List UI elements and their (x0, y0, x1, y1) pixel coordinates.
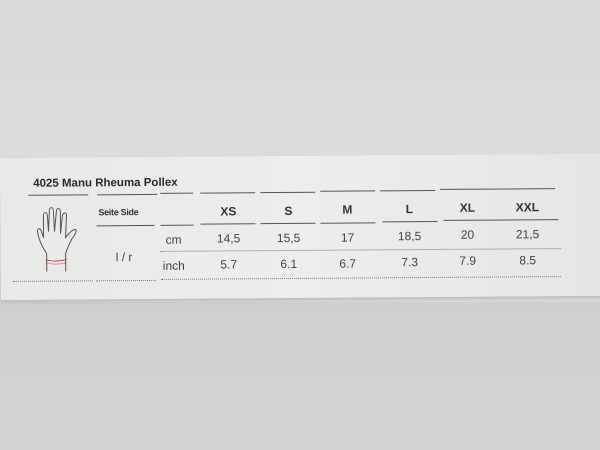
cell: 18,5 (397, 229, 422, 244)
divider (260, 191, 316, 194)
dotted-divider (160, 276, 561, 280)
product-title: 4025 Manu Rheuma Pollex (33, 176, 178, 190)
dotted-divider (12, 280, 93, 282)
divider (200, 223, 256, 225)
size-header: L (405, 202, 414, 217)
size-header: XL (459, 200, 476, 215)
cell: 7.9 (459, 253, 477, 268)
cell: 6.7 (339, 256, 357, 271)
cell: 20 (460, 227, 475, 242)
divider (382, 220, 438, 223)
divider (160, 192, 194, 194)
unit-label: cm (165, 232, 182, 247)
cell: 6.1 (280, 256, 298, 272)
divider (97, 193, 158, 196)
box-surface (0, 302, 600, 450)
divider (443, 219, 559, 221)
dotted-divider (95, 279, 156, 282)
dotted-divider (160, 248, 561, 252)
size-header: S (284, 203, 293, 219)
size-header: XXL (515, 200, 540, 215)
side-header: Seite Side (98, 207, 139, 218)
cell: 21,5 (515, 227, 540, 242)
size-chart-label: 4025 Manu Rheuma Pollex Seite Side XS S … (0, 153, 600, 300)
divider (96, 224, 155, 227)
cell: 8.5 (519, 253, 537, 268)
side-value: l / r (115, 250, 133, 265)
divider (160, 224, 194, 226)
size-header: M (342, 202, 353, 217)
hand-wrist-measure-icon (37, 207, 77, 272)
divider (440, 188, 556, 190)
divider (200, 192, 256, 194)
divider (380, 189, 436, 192)
unit-label: inch (162, 258, 185, 273)
cell: 14,5 (216, 231, 241, 246)
divider (320, 222, 376, 224)
cell: 7.3 (401, 255, 419, 270)
cell: 15,5 (276, 230, 301, 246)
cell: 5.7 (220, 257, 238, 272)
divider (320, 190, 376, 192)
cell: 17 (340, 230, 355, 245)
divider (28, 194, 89, 196)
divider (260, 222, 316, 225)
size-header: XS (220, 204, 237, 219)
